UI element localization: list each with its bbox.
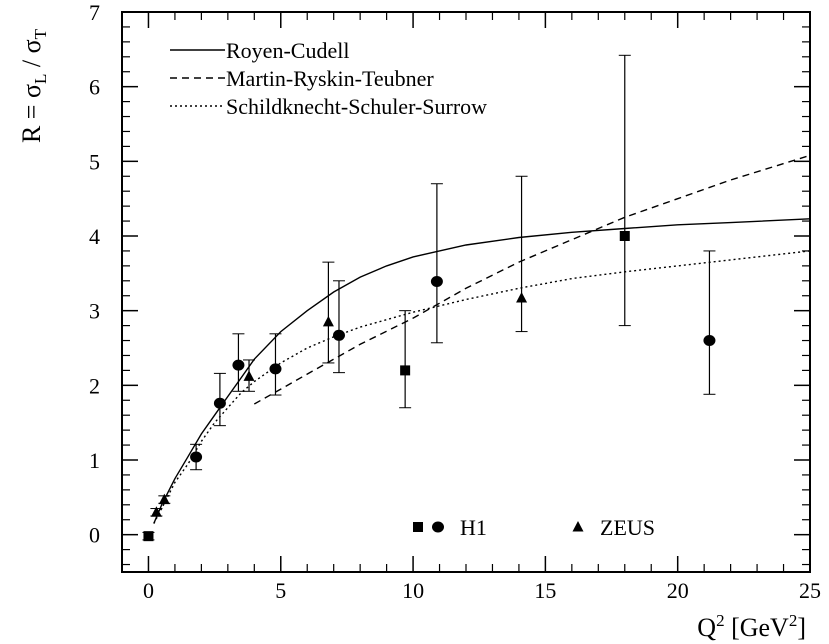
y-tick-label: 2: [89, 373, 100, 398]
x-tick-label: 10: [402, 578, 424, 603]
triangle-marker: [158, 493, 170, 505]
x-tick-label: 15: [534, 578, 556, 603]
triangle-marker: [150, 506, 162, 517]
circle-marker: [190, 451, 203, 463]
y-tick-label: 1: [89, 448, 100, 473]
triangle-marker: [243, 370, 255, 381]
y-tick-label: 3: [89, 299, 100, 324]
x-tick-label: 5: [275, 578, 286, 603]
circle-marker: [332, 329, 345, 341]
data-points: [142, 54, 716, 542]
y-axis-title: R = σL / σT: [17, 28, 50, 143]
legend-label: ZEUS: [600, 515, 655, 540]
circle-marker: [213, 397, 226, 409]
square-marker: [619, 231, 630, 241]
experiment-legend: H1 ZEUS: [413, 515, 655, 540]
curve-royen-cudell: [153, 218, 811, 524]
legend-label: Martin-Ryskin-Teubner: [226, 66, 434, 91]
x-axis-title: Q2 [GeV2]: [697, 611, 806, 642]
x-tick-label: 20: [667, 578, 689, 603]
x-tick-label: 0: [143, 578, 154, 603]
x-tick-label: 25: [799, 578, 821, 603]
circle-marker: [703, 335, 716, 347]
square-marker: [143, 531, 154, 542]
square-marker: [413, 522, 423, 532]
y-tick-label: 4: [89, 224, 100, 249]
axis-ticks: 0 5 10 15 20 25 0 1 2 3 4 5 6 7: [89, 0, 821, 603]
y-tick-label: 7: [89, 0, 100, 25]
circle-marker: [232, 359, 245, 371]
legend-label: Royen-Cudell: [226, 38, 349, 63]
triangle-marker: [572, 521, 584, 532]
legend: Royen-Cudell Martin-Ryskin-Teubner Schildk…: [170, 38, 487, 119]
y-tick-label: 6: [89, 75, 100, 100]
circle-marker: [269, 363, 282, 375]
curve-schildknecht-schuler-surrow: [153, 250, 811, 524]
square-marker: [400, 365, 411, 376]
curve-martin-ryskin-teubner: [253, 154, 811, 405]
legend-label: Schildknecht-Schuler-Surrow: [226, 94, 487, 119]
circle-marker: [432, 521, 444, 533]
triangle-marker: [322, 315, 334, 327]
y-tick-label: 0: [89, 523, 100, 548]
legend-label: H1: [460, 515, 487, 540]
triangle-marker: [516, 291, 528, 303]
circle-marker: [430, 276, 443, 288]
y-tick-label: 5: [89, 149, 100, 174]
model-curves: [153, 154, 811, 524]
